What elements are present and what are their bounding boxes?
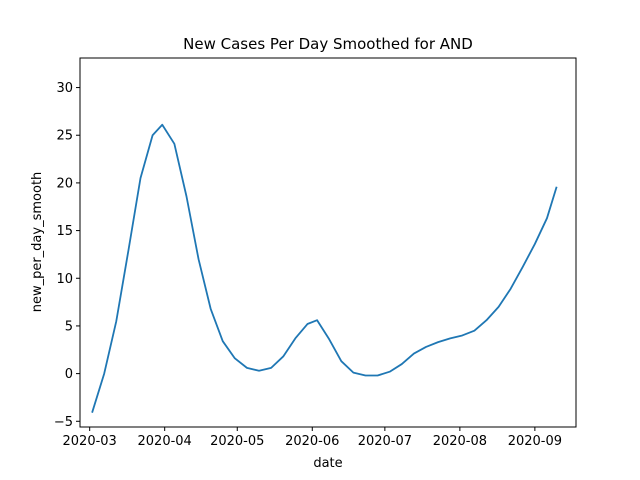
x-tick-label: 2020-03 xyxy=(63,434,117,449)
y-tick-label: 5 xyxy=(65,319,73,334)
series-layer xyxy=(91,123,558,413)
series-line-0 xyxy=(91,123,558,413)
y-tick-label: 20 xyxy=(56,176,73,191)
plot-frame xyxy=(79,57,577,428)
x-axis-label: date xyxy=(313,456,342,471)
x-tick-label: 2020-09 xyxy=(508,434,562,449)
x-tick-label: 2020-06 xyxy=(285,434,339,449)
x-tick-label: 2020-05 xyxy=(210,434,264,449)
y-axis: −5 0 5 10 15 20 25 30 xyxy=(54,81,80,430)
y-tick-label: 0 xyxy=(65,367,73,382)
y-tick-label: 15 xyxy=(56,224,73,239)
y-tick-label: 25 xyxy=(56,129,73,144)
x-tick-label: 2020-04 xyxy=(138,434,192,449)
y-axis-label: new_per_day_smooth xyxy=(30,172,45,313)
x-axis: 2020-03 2020-04 2020-05 2020-06 2020-07 2020-… xyxy=(63,427,562,449)
x-tick-label: 2020-08 xyxy=(433,434,487,449)
y-tick-label: 10 xyxy=(56,272,73,287)
y-tick-label: 30 xyxy=(56,81,73,96)
x-tick-label: 2020-07 xyxy=(358,434,412,449)
y-tick-label: −5 xyxy=(54,415,73,430)
chart-title: New Cases Per Day Smoothed for AND xyxy=(183,35,473,53)
